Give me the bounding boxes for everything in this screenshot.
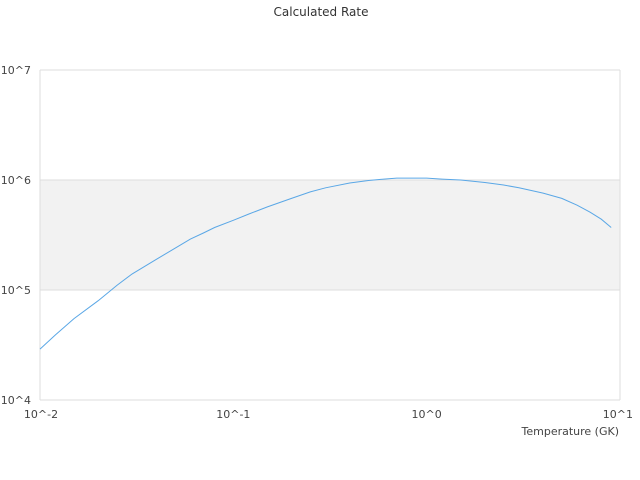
y-axis-ticks: 10^7 10^6 10^5 10^4 bbox=[1, 64, 31, 407]
x-axis-ticks: 10^-2 10^-1 10^0 10^1 bbox=[24, 408, 633, 421]
x-tick-label: 10^-1 bbox=[216, 408, 250, 421]
y-tick-label: 10^4 bbox=[1, 394, 31, 407]
x-tick-label: 10^0 bbox=[412, 408, 442, 421]
x-tick-label: 10^-2 bbox=[24, 408, 58, 421]
x-axis-title: Temperature (GK) bbox=[521, 425, 620, 438]
shaded-band bbox=[40, 180, 620, 290]
y-tick-label: 10^6 bbox=[1, 174, 31, 187]
series-line-0 bbox=[39, 177, 612, 350]
y-tick-label: 10^5 bbox=[1, 284, 31, 297]
y-tick-label: 10^7 bbox=[1, 64, 31, 77]
x-tick-label: 10^1 bbox=[603, 408, 633, 421]
plot-area bbox=[39, 69, 621, 401]
chart-title: Calculated Rate bbox=[274, 5, 369, 19]
